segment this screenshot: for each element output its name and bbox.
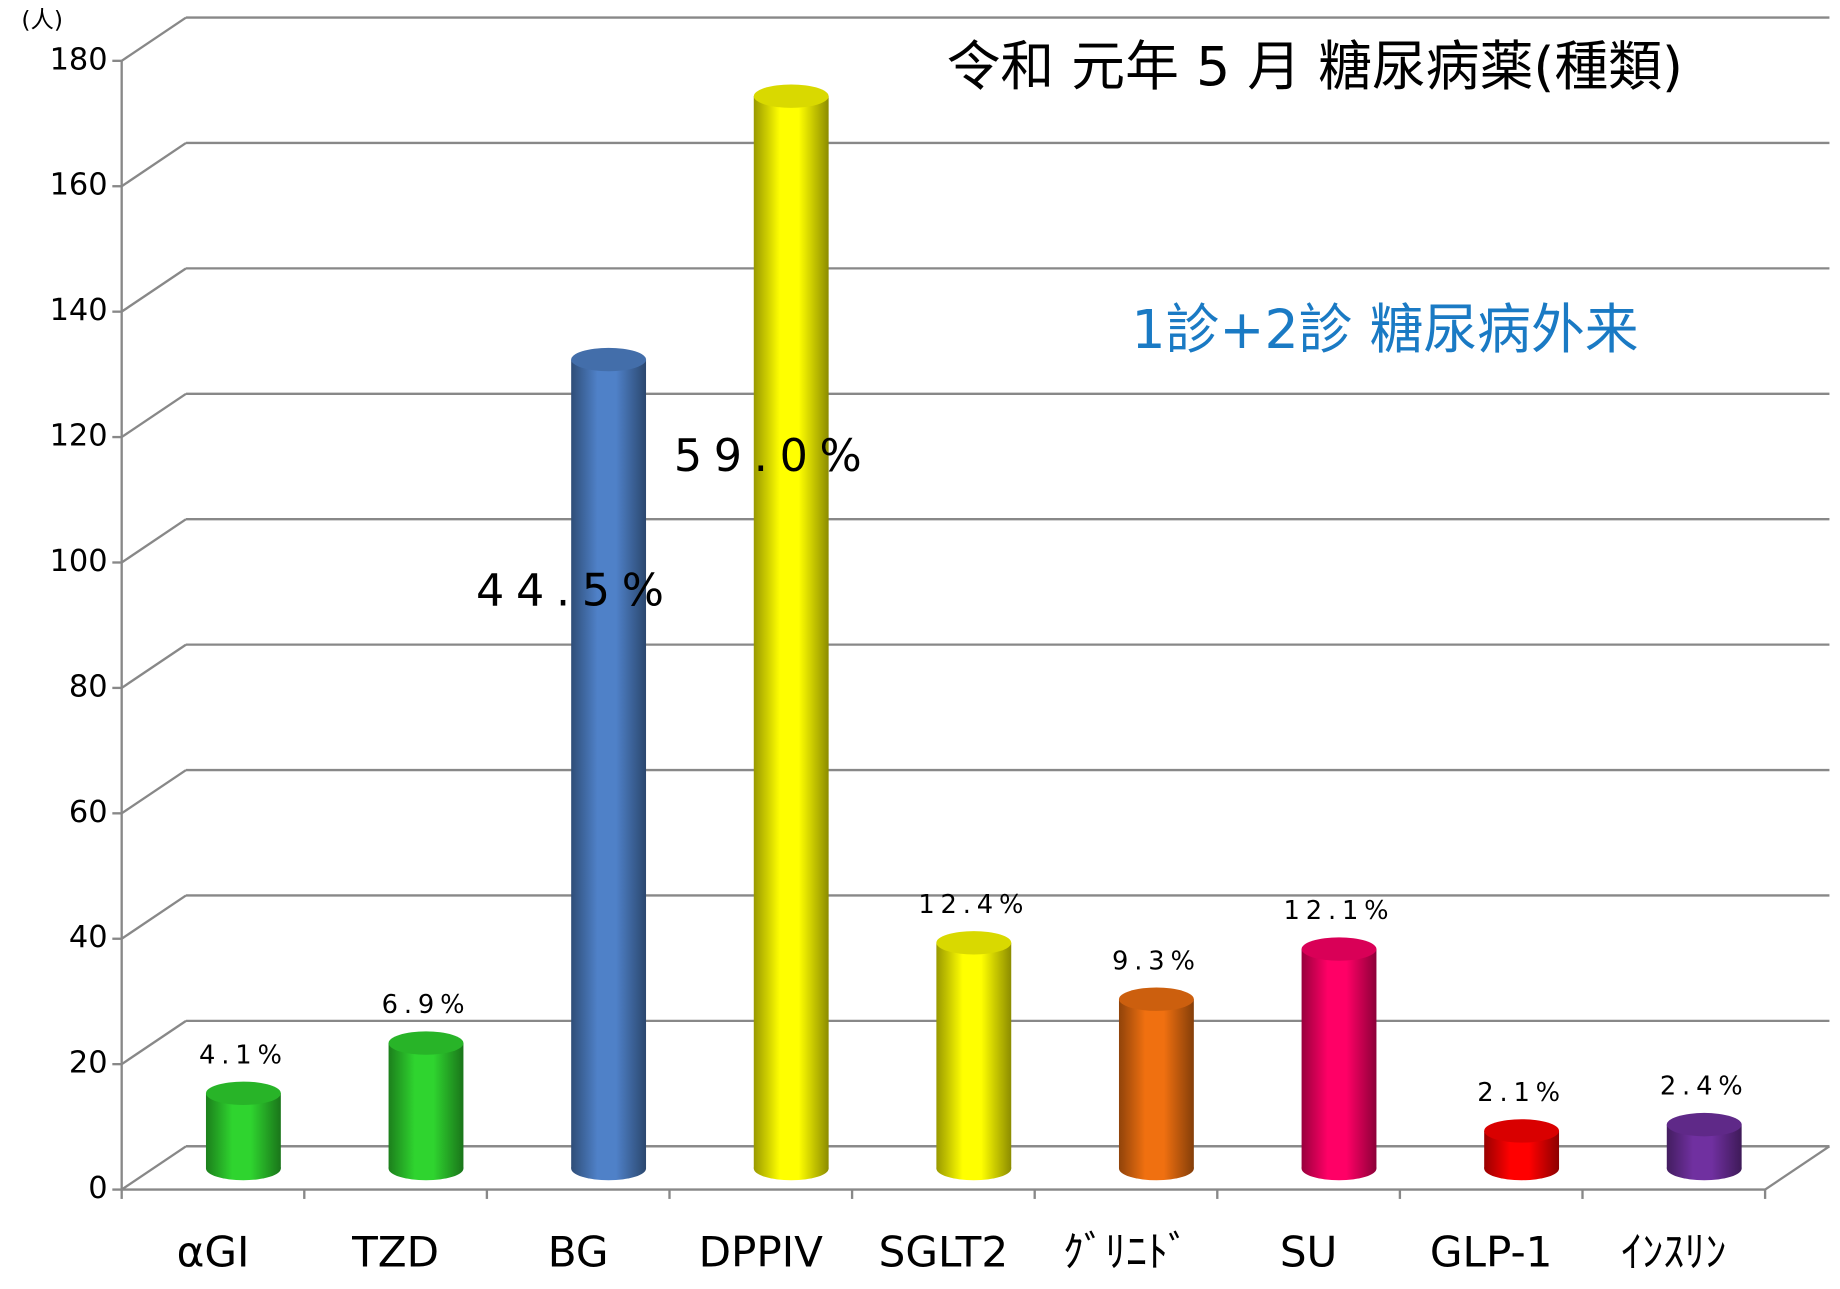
grid-diagonal bbox=[121, 894, 187, 940]
bar-top bbox=[205, 1081, 281, 1105]
bar-top bbox=[388, 1031, 464, 1055]
y-tick-label: 20 bbox=[69, 1046, 108, 1081]
bar-body bbox=[753, 96, 829, 1169]
grid-diagonal bbox=[121, 267, 187, 313]
bar bbox=[205, 1081, 281, 1181]
y-tick-label: 160 bbox=[50, 168, 108, 203]
bar-top bbox=[1666, 1112, 1742, 1137]
x-tick-label: SU bbox=[1280, 1228, 1338, 1277]
bar bbox=[1118, 987, 1194, 1181]
x-tick-label: ｲﾝｽﾘﾝ bbox=[1621, 1228, 1726, 1277]
bar-body bbox=[1118, 999, 1194, 1169]
grid-diagonal bbox=[121, 769, 187, 815]
x-tick-label: TZD bbox=[351, 1228, 439, 1277]
bar bbox=[388, 1031, 464, 1181]
bar-body bbox=[205, 1093, 281, 1169]
x-tick-label: GLP-1 bbox=[1430, 1228, 1553, 1277]
bar bbox=[753, 84, 829, 1181]
x-tick-label: ｸﾞﾘﾆﾄﾞ bbox=[1063, 1228, 1189, 1277]
bar bbox=[571, 347, 647, 1181]
bar-top bbox=[1118, 987, 1194, 1011]
y-tick-label: 140 bbox=[50, 293, 108, 328]
grid-diagonal bbox=[121, 1019, 187, 1066]
bar bbox=[1484, 1119, 1560, 1181]
y-tick-label: 120 bbox=[50, 419, 108, 454]
y-tick-label: 60 bbox=[69, 795, 108, 830]
bar-top bbox=[936, 931, 1012, 955]
x-tick-label: αGI bbox=[177, 1228, 250, 1277]
x-tick-label: SGLT2 bbox=[879, 1228, 1009, 1277]
data-label: 12.4% bbox=[918, 890, 1029, 920]
grid-diagonal bbox=[121, 392, 187, 439]
bar bbox=[1666, 1112, 1742, 1181]
y-unit: (人) bbox=[21, 6, 63, 34]
bar-body bbox=[1301, 949, 1377, 1169]
bar-body bbox=[936, 942, 1012, 1169]
x-tick-label: DPPIV bbox=[699, 1228, 824, 1277]
chart-subtitle: 1診+2診 糖尿病外来 bbox=[1131, 298, 1638, 361]
bar-top bbox=[753, 84, 829, 108]
data-label: 2.1% bbox=[1477, 1078, 1566, 1108]
bar bbox=[1301, 937, 1377, 1181]
grid-diagonal bbox=[121, 16, 187, 62]
data-label: 6.9% bbox=[382, 990, 471, 1020]
chart-title: 令和 元年 5 月 糖尿病薬(種類) bbox=[947, 35, 1683, 98]
data-label: 59.0% bbox=[674, 431, 874, 482]
data-label: 12.1% bbox=[1284, 896, 1395, 926]
x-tick-label: BG bbox=[548, 1228, 609, 1277]
y-tick-label: 80 bbox=[69, 669, 108, 704]
y-tick-label: 0 bbox=[88, 1171, 107, 1206]
y-tick-label: 40 bbox=[69, 920, 108, 955]
data-label: 44.5% bbox=[476, 566, 676, 617]
data-label: 4.1% bbox=[199, 1040, 288, 1070]
data-label: 2.4% bbox=[1660, 1072, 1749, 1102]
bar bbox=[936, 931, 1012, 1181]
grid-diagonal bbox=[121, 141, 187, 188]
bar-body bbox=[571, 359, 647, 1169]
bar-top bbox=[1301, 937, 1377, 961]
bar-body bbox=[388, 1043, 464, 1169]
floor-side bbox=[1764, 1145, 1831, 1191]
grid-diagonal bbox=[121, 643, 187, 689]
grid-diagonal bbox=[121, 518, 187, 564]
y-tick-label: 100 bbox=[50, 544, 108, 579]
bar-top bbox=[1484, 1119, 1560, 1143]
data-label: 9.3% bbox=[1112, 946, 1201, 976]
grid-diagonal bbox=[121, 1145, 187, 1191]
bar-top bbox=[571, 347, 647, 372]
y-tick-label: 180 bbox=[50, 42, 108, 77]
